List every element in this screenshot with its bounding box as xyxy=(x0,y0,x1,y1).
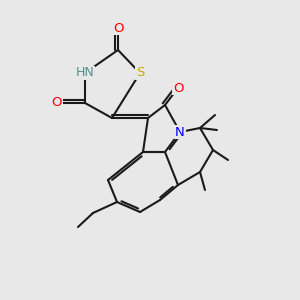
Text: O: O xyxy=(173,82,183,94)
Text: O: O xyxy=(113,22,123,34)
Text: HN: HN xyxy=(76,67,94,80)
Text: N: N xyxy=(175,125,185,139)
Text: S: S xyxy=(136,67,144,80)
Text: O: O xyxy=(52,97,62,110)
